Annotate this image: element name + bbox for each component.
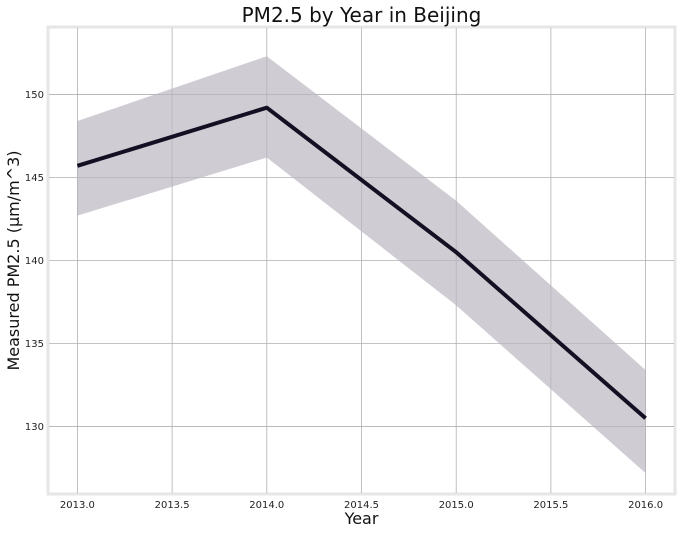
x-tick-label-0: 2013.0: [60, 500, 95, 511]
x-tick-label-1: 2013.5: [155, 500, 190, 511]
series-line: [76, 105, 647, 420]
y-tick-label-0: 130: [25, 422, 44, 433]
x-axis-label: Year: [344, 509, 379, 528]
x-tick-label-6: 2016.0: [628, 500, 663, 511]
x-tick-label-5: 2015.5: [533, 500, 568, 511]
y-axis-ticks: 130 135 140 145 150: [25, 90, 44, 433]
x-axis-ticks: 2013.0 2013.5 2014.0 2014.5 2015.0 2015.5 2016…: [60, 500, 663, 511]
y-tick-label-4: 150: [25, 90, 44, 101]
chart-title: PM2.5 by Year in Beijing: [242, 3, 482, 27]
x-tick-label-3: 2014.5: [344, 500, 379, 511]
y-tick-label-1: 135: [25, 339, 44, 350]
y-tick-label-3: 145: [25, 173, 44, 184]
x-tick-label-2: 2014.0: [249, 500, 284, 511]
y-tick-label-2: 140: [25, 256, 44, 267]
y-axis-label: Measured PM2.5 (µm/m^3): [4, 150, 23, 370]
confidence-band: [77, 56, 646, 474]
x-tick-label-4: 2015.0: [439, 500, 474, 511]
